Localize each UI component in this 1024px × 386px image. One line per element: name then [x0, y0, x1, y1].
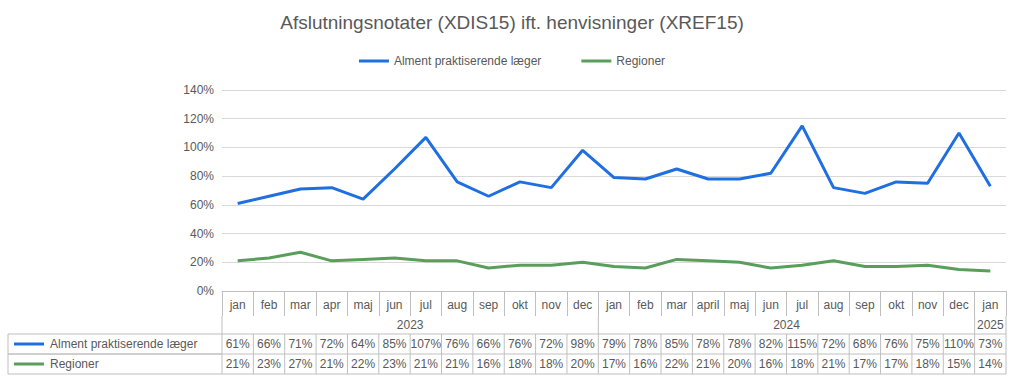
svg-text:aug: aug: [824, 298, 844, 312]
svg-text:jan: jan: [981, 298, 998, 312]
svg-text:21%: 21%: [414, 357, 438, 371]
svg-text:jun: jun: [385, 298, 402, 312]
svg-text:22%: 22%: [665, 357, 689, 371]
svg-text:16%: 16%: [477, 357, 501, 371]
svg-text:76%: 76%: [445, 337, 469, 351]
svg-text:82%: 82%: [759, 337, 783, 351]
svg-text:72%: 72%: [320, 337, 344, 351]
svg-text:2025: 2025: [977, 318, 1004, 332]
svg-text:72%: 72%: [822, 337, 846, 351]
svg-text:73%: 73%: [978, 337, 1002, 351]
svg-text:jan: jan: [605, 298, 622, 312]
svg-text:21%: 21%: [822, 357, 846, 371]
svg-text:120%: 120%: [183, 112, 214, 126]
svg-text:20%: 20%: [571, 357, 595, 371]
svg-text:14%: 14%: [978, 357, 1002, 371]
svg-text:april: april: [697, 298, 720, 312]
svg-text:78%: 78%: [727, 337, 751, 351]
svg-text:20%: 20%: [190, 255, 214, 269]
svg-text:18%: 18%: [790, 357, 814, 371]
svg-text:18%: 18%: [916, 357, 940, 371]
svg-text:feb: feb: [261, 298, 278, 312]
svg-text:78%: 78%: [696, 337, 720, 351]
svg-text:sep: sep: [855, 298, 875, 312]
svg-text:21%: 21%: [226, 357, 250, 371]
svg-text:nov: nov: [918, 298, 937, 312]
svg-text:dec: dec: [573, 298, 592, 312]
svg-text:Afslutningsnotater (XDIS15) if: Afslutningsnotater (XDIS15) ift. henvisn…: [280, 12, 744, 33]
svg-text:140%: 140%: [183, 83, 214, 97]
svg-text:22%: 22%: [351, 357, 375, 371]
svg-text:17%: 17%: [602, 357, 626, 371]
svg-text:61%: 61%: [226, 337, 250, 351]
svg-text:mar: mar: [666, 298, 687, 312]
svg-text:0%: 0%: [197, 284, 215, 298]
svg-text:sep: sep: [479, 298, 499, 312]
svg-text:2024: 2024: [773, 318, 800, 332]
svg-text:okt: okt: [512, 298, 529, 312]
svg-text:64%: 64%: [351, 337, 375, 351]
svg-text:78%: 78%: [633, 337, 657, 351]
svg-text:71%: 71%: [288, 337, 312, 351]
svg-text:100%: 100%: [183, 140, 214, 154]
svg-text:Regioner: Regioner: [50, 357, 99, 371]
svg-text:dec: dec: [949, 298, 968, 312]
svg-text:Alment praktiserende læger: Alment praktiserende læger: [50, 337, 197, 351]
svg-text:maj: maj: [730, 298, 749, 312]
svg-text:76%: 76%: [884, 337, 908, 351]
svg-text:17%: 17%: [853, 357, 877, 371]
svg-text:Alment praktiserende læger: Alment praktiserende læger: [394, 54, 541, 68]
svg-text:115%: 115%: [787, 337, 817, 351]
svg-text:76%: 76%: [508, 337, 532, 351]
svg-text:18%: 18%: [539, 357, 563, 371]
svg-text:110%: 110%: [944, 337, 974, 351]
svg-text:okt: okt: [888, 298, 905, 312]
svg-text:79%: 79%: [602, 337, 626, 351]
svg-text:18%: 18%: [508, 357, 532, 371]
svg-text:68%: 68%: [853, 337, 877, 351]
svg-text:85%: 85%: [665, 337, 689, 351]
svg-text:21%: 21%: [696, 357, 720, 371]
svg-text:jul: jul: [795, 298, 808, 312]
svg-text:20%: 20%: [727, 357, 751, 371]
svg-text:16%: 16%: [759, 357, 783, 371]
svg-text:16%: 16%: [633, 357, 657, 371]
svg-text:2023: 2023: [397, 318, 424, 332]
svg-text:75%: 75%: [916, 337, 940, 351]
svg-text:apr: apr: [323, 298, 340, 312]
svg-text:80%: 80%: [190, 169, 214, 183]
svg-text:nov: nov: [542, 298, 561, 312]
svg-text:66%: 66%: [477, 337, 501, 351]
svg-text:aug: aug: [447, 298, 467, 312]
svg-text:jul: jul: [419, 298, 432, 312]
svg-text:85%: 85%: [382, 337, 406, 351]
svg-text:feb: feb: [637, 298, 654, 312]
svg-text:jan: jan: [229, 298, 246, 312]
svg-text:Regioner: Regioner: [616, 54, 665, 68]
svg-text:72%: 72%: [539, 337, 563, 351]
svg-text:15%: 15%: [947, 357, 971, 371]
svg-text:21%: 21%: [445, 357, 469, 371]
svg-text:23%: 23%: [382, 357, 406, 371]
svg-text:27%: 27%: [288, 357, 312, 371]
svg-text:21%: 21%: [320, 357, 344, 371]
svg-text:107%: 107%: [410, 337, 441, 351]
svg-text:60%: 60%: [190, 198, 214, 212]
svg-text:23%: 23%: [257, 357, 281, 371]
svg-text:17%: 17%: [884, 357, 908, 371]
svg-text:maj: maj: [353, 298, 372, 312]
svg-text:66%: 66%: [257, 337, 281, 351]
svg-text:jun: jun: [762, 298, 779, 312]
svg-text:40%: 40%: [190, 227, 214, 241]
svg-text:mar: mar: [290, 298, 311, 312]
svg-text:98%: 98%: [571, 337, 595, 351]
